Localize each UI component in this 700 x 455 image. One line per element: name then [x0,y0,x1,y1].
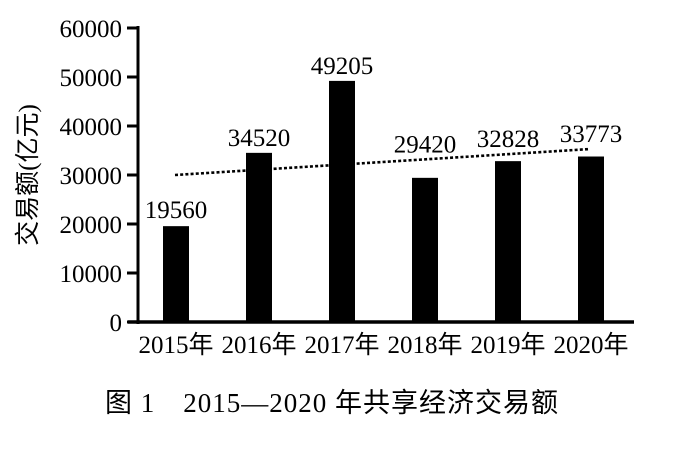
figure-caption: 图 1 2015—2020 年共享经济交易额 [105,388,559,418]
bar-2020年 [578,156,604,323]
bar-2016年 [246,152,272,323]
y-axis-title: 交易额(亿元) [14,104,42,246]
x-tick-label: 2015年 [138,331,213,359]
bar-2015年 [163,226,189,323]
y-tick-label: 20000 [60,212,123,239]
x-tick-label: 2016年 [221,331,296,359]
x-tick-label: 2019年 [470,331,545,359]
bar-chart: 19560 2015年 34520 2016年 49205 2017年 29420 2018年… [14,16,634,359]
y-tick-label: 50000 [60,65,123,92]
y-tick-label: 0 [110,310,123,337]
x-tick-label: 2018年 [387,331,462,359]
bar-value-label: 49205 [311,53,374,80]
bar-value-label: 34520 [228,125,291,152]
trend-line [174,147,591,177]
x-tick-label: 2017年 [304,331,379,359]
bar-2019年 [495,161,521,323]
bar-2018年 [412,177,438,323]
bar-value-label: 19560 [145,197,208,224]
y-tick-label: 60000 [60,16,123,43]
bar-value-label: 32828 [477,126,540,153]
y-tick-label: 40000 [60,114,123,141]
y-tick-label: 30000 [60,163,123,190]
y-tick-label: 10000 [60,261,123,288]
bar-value-label: 33773 [560,121,623,148]
x-tick-label: 2020年 [553,331,628,359]
bar-value-label: 29420 [394,131,457,158]
bar-2017年 [329,80,355,323]
